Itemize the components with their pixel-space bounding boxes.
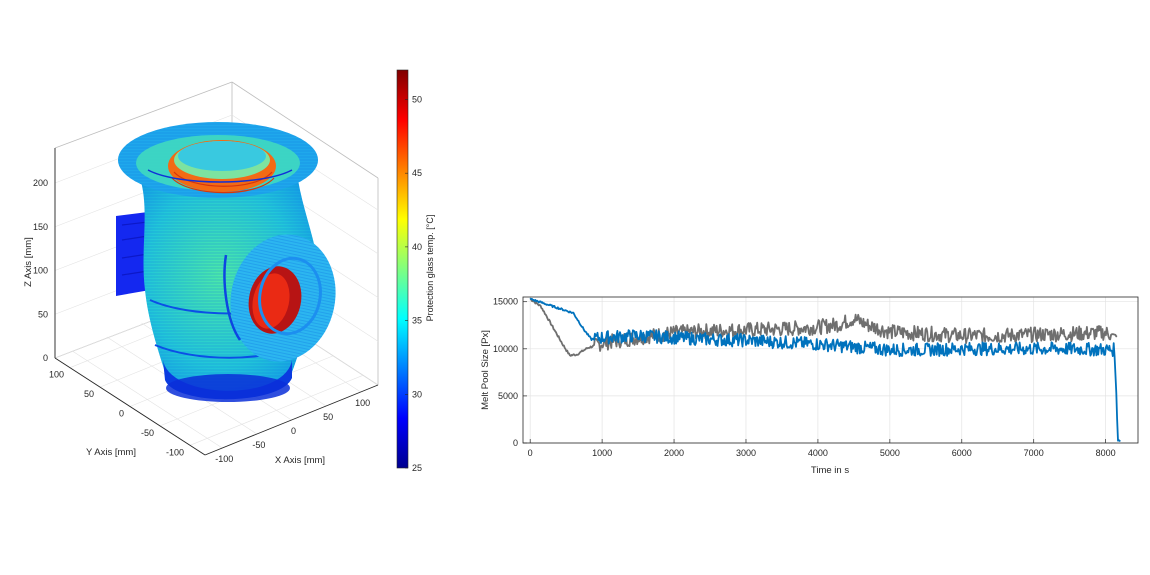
colorbar xyxy=(396,69,409,469)
plot-3d-temperature: 0 50 100 150 200 -100 -50 0 50 100 -100 -50 0 50 100… xyxy=(23,69,435,473)
x-tick-label: 1000 xyxy=(592,448,612,458)
z-axis-ticks: 0 50 100 150 200 xyxy=(33,178,48,363)
y-tick-label: -50 xyxy=(141,428,154,438)
x-tick-label: 2000 xyxy=(664,448,684,458)
y-axis-ticks: -100 -50 0 50 100 xyxy=(49,370,184,458)
x-tick-label: 4000 xyxy=(808,448,828,458)
z-tick-label: 150 xyxy=(33,222,48,232)
z-tick-label: 200 xyxy=(33,178,48,188)
z-axis-label: Z Axis [mm] xyxy=(23,237,34,287)
x-axis-ticks: 0 1000 2000 3000 4000 5000 6000 7000 8000 xyxy=(528,439,1116,458)
y-tick-label: 50 xyxy=(84,389,94,399)
y-axis-label: Y Axis [mm] xyxy=(86,447,136,458)
x-tick-label: 5000 xyxy=(880,448,900,458)
x-tick-label: 0 xyxy=(528,448,533,458)
x-tick-label: 3000 xyxy=(736,448,756,458)
plot-area xyxy=(523,297,1138,443)
plot-melt-pool-size: 0 1000 2000 3000 4000 5000 6000 7000 8000 0 5000 1… xyxy=(480,296,1139,476)
y-tick-label: -100 xyxy=(166,447,184,457)
y-tick-label: 0 xyxy=(119,409,124,419)
colorbar-tick-label: 50 xyxy=(412,94,422,104)
x-axis-ticks: -100 -50 0 50 100 xyxy=(215,398,370,464)
z-tick-label: 50 xyxy=(38,309,48,319)
colorbar-tick-label: 25 xyxy=(412,463,422,473)
colorbar-tick-label: 30 xyxy=(412,389,422,399)
x-tick-label: 100 xyxy=(355,398,370,408)
colorbar-tick-label: 40 xyxy=(412,242,422,252)
series-line xyxy=(529,297,1121,442)
y-axis-ticks: 0 5000 10000 15000 xyxy=(493,297,527,448)
y-tick-label: 0 xyxy=(513,438,518,448)
x-tick-label: -100 xyxy=(215,454,233,464)
y-tick-label: 10000 xyxy=(493,344,518,354)
box-front-edges xyxy=(54,148,379,456)
x-tick-label: 6000 xyxy=(952,448,972,458)
series-lines xyxy=(529,297,1121,442)
series-line xyxy=(529,298,1118,357)
y-tick-label: 100 xyxy=(49,370,64,380)
colorbar-tick-label: 45 xyxy=(412,168,422,178)
colorbar-label: Protection glass temp. [°C] xyxy=(425,215,435,322)
y-tick-label: 15000 xyxy=(493,297,518,307)
part-point-cloud xyxy=(116,122,336,402)
x-tick-label: -50 xyxy=(252,440,265,450)
y-axis-label: Melt Pool Size [Px] xyxy=(480,330,491,410)
x-tick-label: 8000 xyxy=(1096,448,1116,458)
grid-line-x xyxy=(72,350,223,449)
y-tick-label: 5000 xyxy=(498,391,518,401)
x-tick-label: 0 xyxy=(291,426,296,436)
colorbar-tick-label: 35 xyxy=(412,316,422,326)
x-tick-label: 7000 xyxy=(1024,448,1044,458)
z-tick-label: 0 xyxy=(43,353,48,363)
plot-frame xyxy=(522,296,1139,444)
x-tick-label: 50 xyxy=(323,412,333,422)
colorbar-ticks: 25 30 35 40 45 50 xyxy=(405,94,422,473)
x-axis-label: Time in s xyxy=(811,465,849,476)
x-axis-label: X Axis [mm] xyxy=(275,455,325,466)
z-tick-label: 100 xyxy=(33,266,48,276)
